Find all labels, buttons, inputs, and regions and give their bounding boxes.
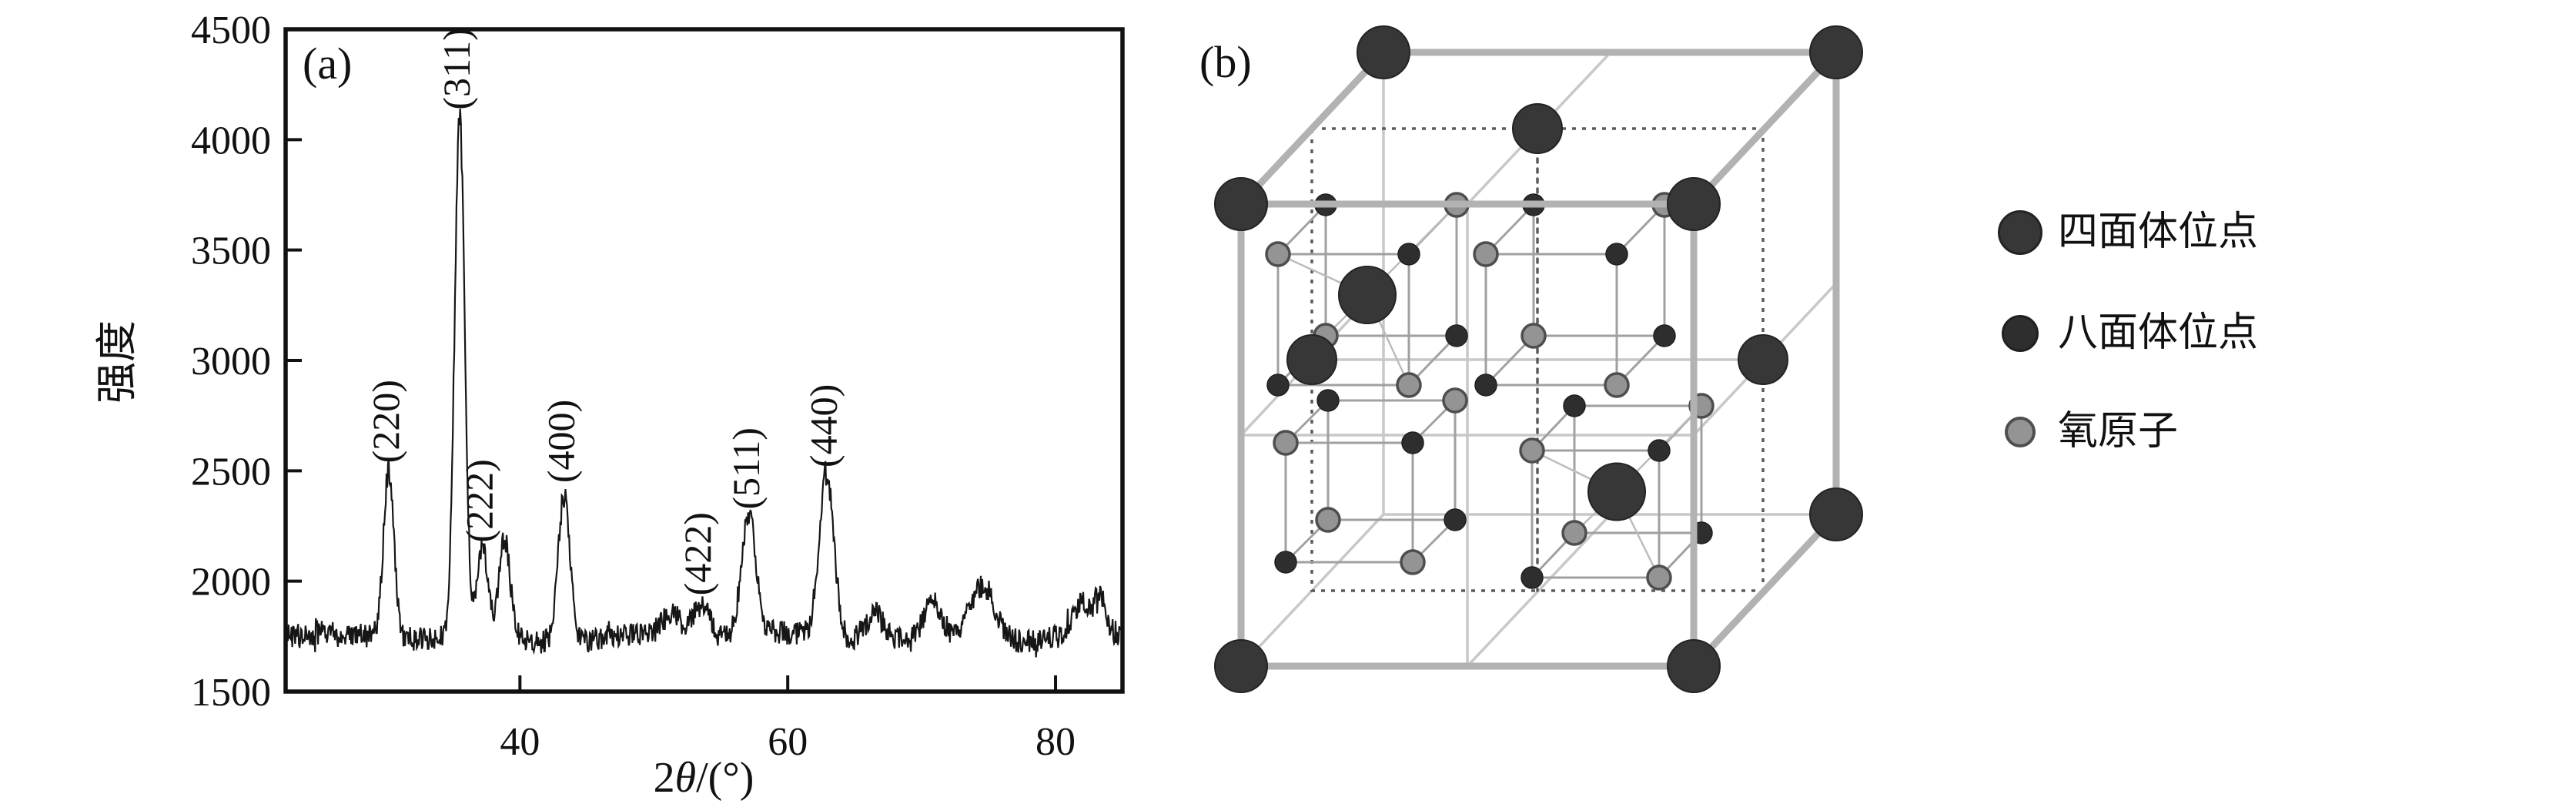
peak-label: (511) xyxy=(724,427,768,509)
octahedral-site-atom xyxy=(1653,324,1676,347)
oxygen-atom xyxy=(1315,507,1341,533)
octahedral-site-atom xyxy=(1444,508,1467,531)
y-axis-label: 强度 xyxy=(94,320,140,404)
x-tick-label: 60 xyxy=(768,720,808,764)
octahedral-site-atom xyxy=(1397,243,1420,266)
peak-label: (440) xyxy=(802,384,845,467)
oxygen-atom xyxy=(1519,437,1545,464)
peak-label: (222) xyxy=(458,459,501,542)
plot-border xyxy=(283,27,1125,694)
x-axis-label: 2θ/(°) xyxy=(654,754,754,802)
panel-a-label: (a) xyxy=(303,39,352,89)
x-tick-label: 80 xyxy=(1035,720,1076,764)
xrd-trace xyxy=(284,108,1123,658)
cell-edge xyxy=(1237,49,1387,208)
legend-label: 八面体位点 xyxy=(2058,311,2259,355)
y-tick-label: 3000 xyxy=(191,340,271,384)
octahedral-site-atom xyxy=(1521,566,1544,589)
oxygen-atom xyxy=(1646,564,1672,591)
peak-labels: (220) (311) (222) (400) (422)(511) (440) xyxy=(364,28,845,595)
octant-cube xyxy=(1484,203,1666,387)
octahedral-site-atom xyxy=(1266,374,1290,397)
tetrahedral-site-atom xyxy=(1214,177,1268,231)
tetrahedral-site-atom xyxy=(1667,177,1721,231)
oxygen-atom xyxy=(1396,372,1422,398)
peak-label: (220) xyxy=(364,380,407,463)
unit-cell-edges xyxy=(1237,49,1840,670)
y-tick-label: 2000 xyxy=(191,561,271,605)
legend-item-octahedral: 八面体位点 xyxy=(1998,313,2258,353)
tetrahedral-site-atom xyxy=(1809,487,1863,541)
tetrahedral-site-atom xyxy=(1587,462,1646,521)
oxygen-atom xyxy=(1273,430,1299,456)
unit-cell-drawing xyxy=(1214,25,1863,693)
peak-label: (400) xyxy=(540,400,583,483)
legend-item-oxygen: 氧原子 xyxy=(1998,412,2258,452)
tetrahedral-site-atom xyxy=(1286,334,1337,385)
y-tick-label: 1500 xyxy=(191,671,271,715)
oxygen-atom xyxy=(1400,549,1426,575)
x-tick-label: 40 xyxy=(500,720,540,764)
oxygen-atom xyxy=(1442,387,1468,414)
oxygen-atom-marker-icon xyxy=(2005,417,2036,447)
octahedral-site-atom xyxy=(1474,374,1497,397)
legend-item-tetrahedral: 四面体位点 xyxy=(1998,210,2258,255)
oxygen-atom xyxy=(1521,323,1547,349)
octahedral-site-atom xyxy=(1401,431,1424,454)
oxygen-atom xyxy=(1604,372,1630,398)
tetrahedral-site-atom xyxy=(1738,334,1788,385)
octahedral-site-atom xyxy=(1445,324,1468,347)
tetrahedral-site-atom xyxy=(1512,103,1563,154)
tetrahedral-site-atom xyxy=(1809,25,1863,79)
tetrahedral-site-atom xyxy=(1667,639,1721,693)
legend-label: 四面体位点 xyxy=(2058,210,2259,254)
cell-edge xyxy=(1690,49,1840,208)
octahedral-site-atom xyxy=(1563,394,1586,417)
peak-label: (311) xyxy=(435,28,478,109)
oxygen-atom xyxy=(1561,520,1587,546)
cell-edge xyxy=(1690,511,1840,670)
xrd-chart-panel: (a) 强度 2θ/(°) 1500 2000 2500 3000 3500 4000 45… xyxy=(94,8,1125,802)
oxygen-atom xyxy=(1265,241,1291,267)
octahedral-site-atom xyxy=(1274,551,1297,574)
y-tick-label: 4000 xyxy=(191,119,271,162)
tetrahedral-site-atom xyxy=(1338,266,1397,324)
octahedral-site-atom xyxy=(1605,243,1628,266)
peak-label: (422) xyxy=(676,512,719,595)
tetrahedral-site-marker-icon xyxy=(1998,210,2042,255)
axis-ticks: 1500 2000 2500 3000 3500 4000 4500 40 60 80 xyxy=(191,8,1076,764)
octahedral-site-atom xyxy=(1316,389,1340,412)
panel-b-label: (b) xyxy=(1199,37,1252,87)
oxygen-atom xyxy=(1473,241,1499,267)
cell-edge xyxy=(1466,513,1612,668)
spinel-structure-panel: (b) xyxy=(1199,25,1863,693)
tetrahedral-site-atom xyxy=(1357,25,1410,79)
structure-legend: 四面体位点 八面体位点 氧原子 xyxy=(1998,210,2258,452)
tetrahedral-site-atom xyxy=(1214,639,1268,693)
legend-label: 氧原子 xyxy=(2058,410,2179,454)
y-tick-label: 3500 xyxy=(191,229,271,273)
y-tick-label: 4500 xyxy=(191,8,271,52)
octahedral-site-marker-icon xyxy=(2002,315,2039,352)
y-tick-label: 2500 xyxy=(191,450,271,494)
octahedral-site-atom xyxy=(1648,439,1671,462)
